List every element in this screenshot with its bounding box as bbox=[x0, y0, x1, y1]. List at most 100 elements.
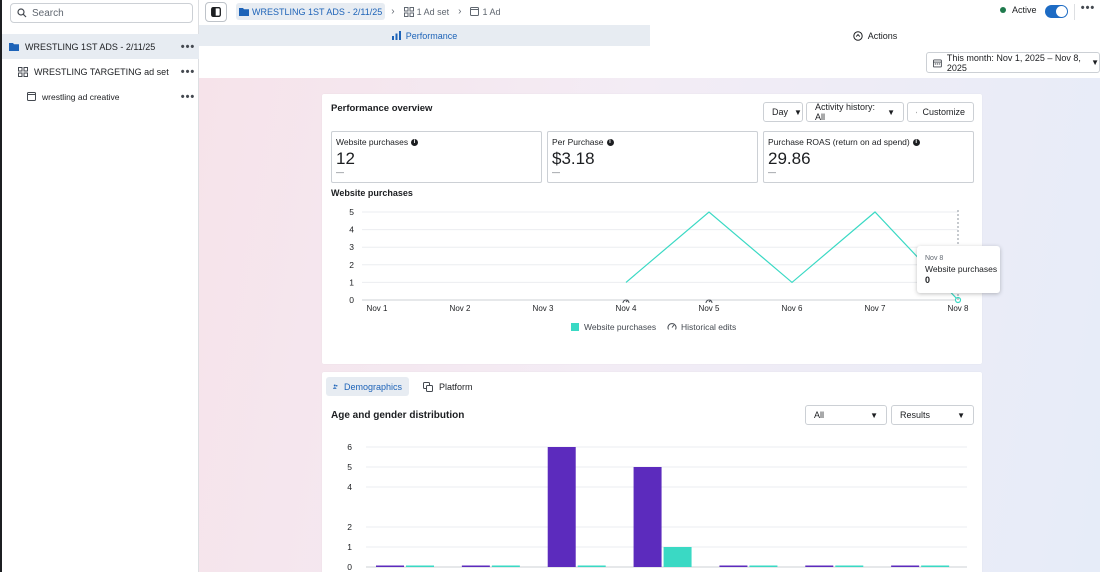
toggle-panel-button[interactable] bbox=[205, 2, 227, 22]
tab-platform[interactable]: Platform bbox=[416, 377, 480, 396]
info-icon[interactable]: i bbox=[606, 138, 614, 146]
performance-overview-card: Performance overview Day ▼ Activity hist… bbox=[322, 94, 982, 364]
campaign-tree-sidebar: Search WRESTLING 1ST ADS - 2/11/25 ••• W… bbox=[2, 0, 199, 572]
tab-demographics[interactable]: Demographics bbox=[326, 377, 409, 396]
dropdown-label: All bbox=[814, 410, 825, 420]
metric-label: Per Purchase i bbox=[552, 137, 614, 147]
info-icon[interactable]: i bbox=[411, 138, 419, 146]
tooltip-value: 0 bbox=[925, 275, 931, 285]
metric-filter-dropdown[interactable]: Results ▼ bbox=[891, 405, 974, 425]
bar bbox=[719, 565, 748, 567]
y-tick-label: 0 bbox=[347, 562, 352, 572]
metric-label-text: Purchase ROAS (return on ad spend) bbox=[768, 137, 910, 147]
grid-icon bbox=[18, 66, 28, 77]
bar bbox=[461, 565, 490, 567]
x-tick-label: Nov 8 bbox=[948, 304, 969, 313]
metric-comparison: — bbox=[768, 168, 776, 177]
calendar-icon bbox=[933, 58, 942, 67]
granularity-dropdown[interactable]: Day ▼ bbox=[763, 102, 803, 122]
activity-history-dropdown[interactable]: Activity history: All ▼ bbox=[806, 102, 904, 122]
metric-per-purchase[interactable]: Per Purchase i $3.18 — bbox=[547, 131, 758, 183]
chart-tooltip: Nov 8 Website purchases 0 bbox=[917, 246, 1000, 293]
tab-actions[interactable]: Actions bbox=[650, 25, 1100, 46]
tree-item-campaign[interactable]: WRESTLING 1ST ADS - 2/11/25 ••• bbox=[2, 34, 199, 59]
ad-icon bbox=[27, 92, 36, 101]
bar bbox=[663, 547, 692, 567]
chevron-right-icon: › bbox=[391, 6, 395, 17]
metric-label-text: Per Purchase bbox=[552, 137, 604, 147]
status-dot-icon bbox=[1000, 7, 1006, 13]
search-input[interactable]: Search bbox=[10, 3, 193, 23]
legend-label: Website purchases bbox=[584, 322, 657, 332]
metric-value: 12 bbox=[336, 149, 355, 168]
caret-down-icon: ▼ bbox=[870, 410, 878, 420]
status-label: Active bbox=[1012, 5, 1037, 15]
tree-item-label: wrestling ad creative bbox=[42, 91, 120, 102]
more-options-icon[interactable]: ••• bbox=[180, 90, 196, 103]
bar bbox=[376, 565, 404, 567]
y-tick-label: 4 bbox=[347, 482, 352, 492]
x-tick-label: Nov 4 bbox=[616, 304, 637, 313]
legend-website-purchases[interactable]: Website purchases bbox=[571, 322, 656, 332]
tab-label: Actions bbox=[867, 30, 898, 41]
historical-edit-marker bbox=[705, 299, 713, 304]
active-toggle[interactable] bbox=[1045, 5, 1068, 18]
date-range-picker[interactable]: This month: Nov 1, 2025 – Nov 8, 2025 ▼ bbox=[926, 52, 1100, 73]
tree-item-ad[interactable]: wrestling ad creative ••• bbox=[2, 84, 199, 109]
legend-historical-edits[interactable]: Historical edits bbox=[667, 322, 736, 332]
metric-comparison: — bbox=[552, 168, 560, 177]
tree-item-label: WRESTLING 1ST ADS - 2/11/25 bbox=[25, 41, 156, 52]
tab-label: Performance bbox=[405, 30, 458, 41]
bar bbox=[577, 565, 606, 567]
customize-button[interactable]: Customize bbox=[907, 102, 974, 122]
audience-filter-dropdown[interactable]: All ▼ bbox=[805, 405, 887, 425]
date-bar: This month: Nov 1, 2025 – Nov 8, 2025 ▼ bbox=[199, 46, 1100, 78]
age-gender-bar-chart: 0 1 2 4 5 6 bbox=[347, 442, 967, 572]
grid-icon bbox=[403, 6, 414, 17]
folder-icon bbox=[9, 43, 19, 51]
y-tick-label: 4 bbox=[349, 225, 354, 235]
tree-item-label: WRESTLING TARGETING ad set bbox=[34, 66, 169, 77]
tab-performance[interactable]: Performance bbox=[199, 25, 650, 46]
bar bbox=[805, 565, 834, 567]
y-tick-label: 6 bbox=[347, 442, 352, 452]
tab-label: Demographics bbox=[343, 381, 402, 392]
info-icon[interactable]: i bbox=[912, 138, 920, 146]
folder-icon bbox=[239, 8, 249, 16]
bar-chart-icon bbox=[391, 31, 401, 40]
side-panel-icon bbox=[211, 7, 221, 17]
more-options-icon[interactable]: ••• bbox=[180, 40, 196, 53]
y-tick-label: 2 bbox=[349, 260, 354, 270]
tree-item-adset[interactable]: WRESTLING TARGETING ad set ••• bbox=[2, 59, 199, 84]
metric-purchase-roas[interactable]: Purchase ROAS (return on ad spend) i 29.8… bbox=[763, 131, 974, 183]
window-edge bbox=[0, 0, 2, 572]
breadcrumb-label: 1 Ad bbox=[482, 6, 501, 17]
bar bbox=[633, 467, 662, 567]
website-purchases-line-chart: 0 1 2 3 4 5 Nov 1 Nov 2 Nov 3 Nov 4 Nov 5 Nov 6 Nov … bbox=[349, 207, 969, 313]
dropdown-label: Activity history: All bbox=[815, 102, 876, 122]
y-tick-label: 2 bbox=[347, 522, 352, 532]
tooltip-series: Website purchases bbox=[925, 264, 998, 274]
people-icon bbox=[333, 384, 338, 389]
more-options-button[interactable]: ••• bbox=[1080, 2, 1096, 14]
button-label: Customize bbox=[922, 107, 965, 117]
breadcrumb-label: WRESTLING 1ST ADS - 2/11/25 bbox=[252, 6, 383, 17]
breadcrumb-campaign[interactable]: WRESTLING 1ST ADS - 2/11/25 bbox=[236, 3, 386, 20]
more-options-icon[interactable]: ••• bbox=[180, 65, 196, 78]
breadcrumb-adsets[interactable]: 1 Ad set bbox=[401, 3, 453, 20]
breadcrumb-ads[interactable]: 1 Ad bbox=[467, 3, 503, 20]
x-tick-label: Nov 2 bbox=[450, 304, 471, 313]
metric-website-purchases[interactable]: Website purchases i 12 — bbox=[331, 131, 542, 183]
caret-down-icon: ▼ bbox=[957, 410, 965, 420]
y-tick-label: 3 bbox=[349, 242, 354, 252]
top-bar: WRESTLING 1ST ADS - 2/11/25 › 1 Ad set ›… bbox=[199, 0, 1100, 25]
metric-value: 29.86 bbox=[768, 149, 811, 168]
dropdown-label: Results bbox=[900, 410, 931, 420]
card-title: Performance overview bbox=[331, 103, 433, 114]
breadcrumb-label: 1 Ad set bbox=[416, 6, 450, 17]
divider bbox=[1074, 4, 1075, 20]
bar bbox=[921, 565, 950, 567]
demographics-card: Age and gender distribution All ▼ Result… bbox=[322, 372, 982, 572]
edit-marker-arc bbox=[705, 299, 713, 304]
bar bbox=[547, 447, 576, 567]
